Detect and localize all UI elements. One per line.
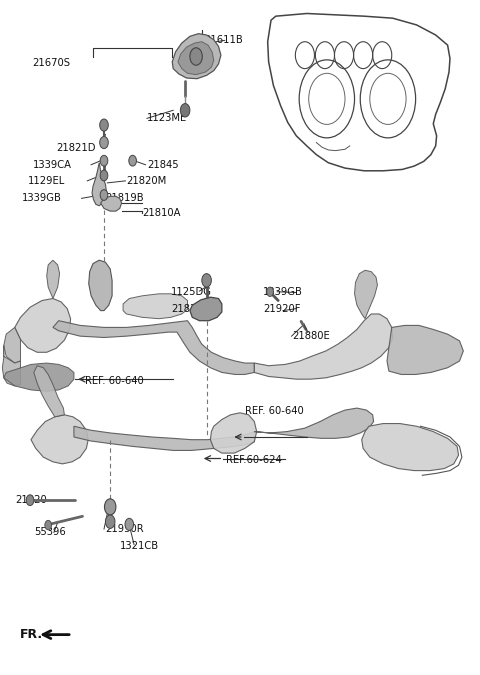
Text: 21819B: 21819B: [106, 193, 144, 203]
Text: 21611B: 21611B: [204, 35, 243, 45]
Text: 1339GB: 1339GB: [22, 193, 61, 203]
Polygon shape: [387, 325, 463, 375]
Polygon shape: [74, 426, 254, 450]
Text: 21950R: 21950R: [106, 524, 144, 534]
Polygon shape: [362, 423, 458, 470]
Circle shape: [105, 499, 116, 515]
Polygon shape: [31, 415, 88, 464]
Text: 21820M: 21820M: [126, 176, 167, 186]
Polygon shape: [2, 346, 21, 386]
Polygon shape: [254, 314, 393, 379]
Circle shape: [190, 48, 202, 65]
Polygon shape: [34, 366, 64, 417]
Polygon shape: [47, 260, 60, 298]
Text: 1321CB: 1321CB: [120, 541, 159, 551]
Polygon shape: [101, 196, 121, 211]
Polygon shape: [4, 327, 21, 363]
Polygon shape: [53, 321, 254, 375]
Circle shape: [100, 136, 108, 148]
Text: FR.: FR.: [20, 628, 43, 641]
Circle shape: [100, 190, 108, 200]
Text: 1125DG: 1125DG: [171, 288, 212, 298]
Text: 21845: 21845: [147, 160, 179, 169]
Circle shape: [202, 273, 211, 287]
Text: 21821D: 21821D: [56, 143, 96, 153]
Text: 55396: 55396: [34, 527, 66, 537]
Polygon shape: [178, 42, 214, 75]
Text: 21920F: 21920F: [263, 304, 300, 314]
Text: 1129EL: 1129EL: [28, 176, 65, 186]
Circle shape: [45, 520, 51, 530]
Text: 21670S: 21670S: [33, 58, 71, 68]
Circle shape: [100, 155, 108, 166]
Circle shape: [26, 495, 34, 506]
Circle shape: [125, 518, 133, 531]
Polygon shape: [355, 270, 377, 319]
Text: 1339GB: 1339GB: [263, 288, 303, 298]
Text: REF. 60-640: REF. 60-640: [245, 406, 303, 416]
Polygon shape: [4, 363, 74, 392]
Text: REF.60-624: REF.60-624: [226, 455, 281, 465]
Circle shape: [106, 515, 115, 529]
Circle shape: [180, 103, 190, 117]
Text: 1339CA: 1339CA: [33, 160, 72, 169]
Text: 1123ME: 1123ME: [147, 113, 187, 124]
Text: REF. 60-640: REF. 60-640: [85, 376, 144, 386]
Circle shape: [267, 287, 274, 296]
Text: 21830: 21830: [171, 304, 203, 314]
Circle shape: [100, 119, 108, 131]
Polygon shape: [172, 34, 221, 79]
Text: 21810A: 21810A: [142, 208, 180, 218]
Polygon shape: [89, 260, 112, 310]
Polygon shape: [254, 408, 373, 438]
Polygon shape: [92, 163, 107, 206]
Circle shape: [129, 155, 136, 166]
Polygon shape: [190, 297, 222, 321]
Polygon shape: [210, 413, 257, 453]
Polygon shape: [15, 298, 71, 352]
Circle shape: [100, 170, 108, 181]
Text: 21880E: 21880E: [292, 331, 330, 341]
Text: 21920: 21920: [15, 495, 47, 505]
Polygon shape: [123, 294, 188, 319]
